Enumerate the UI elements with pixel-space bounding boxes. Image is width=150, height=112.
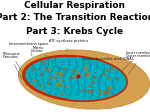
Text: Deoxyribonucleic acid (DNA): Deoxyribonucleic acid (DNA) [82,57,134,85]
Text: Matrix: Matrix [33,46,61,70]
Text: Ribosome: Ribosome [2,52,22,72]
Ellipse shape [18,50,150,109]
Text: Part 3: Krebs Cycle: Part 3: Krebs Cycle [26,27,124,36]
Text: ATP synthase proteins: ATP synthase proteins [49,39,89,52]
Ellipse shape [23,56,127,101]
Text: Cellular Respiration: Cellular Respiration [24,1,126,10]
Text: Granules: Granules [3,55,22,79]
Text: Outer membrane: Outer membrane [126,54,150,75]
Text: Cristae: Cristae [30,49,53,79]
Text: Part 2: The Transition Reaction: Part 2: The Transition Reaction [0,13,150,22]
Text: Intermembrane space: Intermembrane space [9,42,48,57]
Text: Inner membrane: Inner membrane [122,51,150,70]
